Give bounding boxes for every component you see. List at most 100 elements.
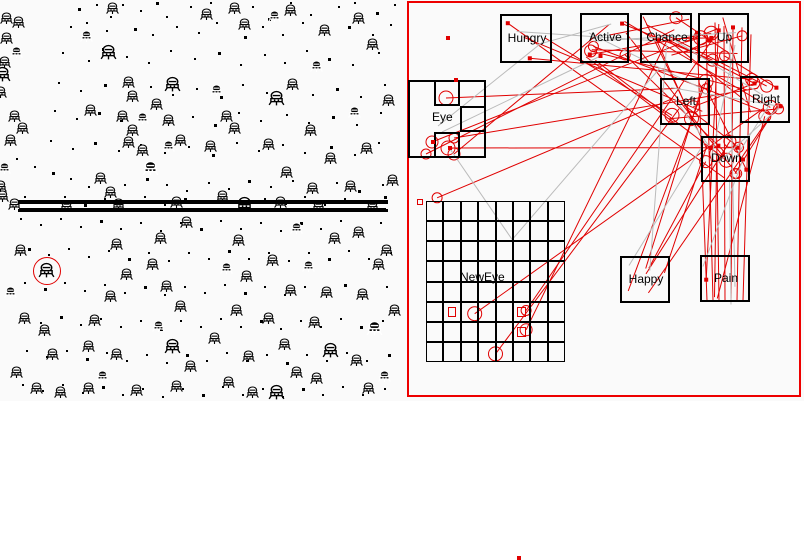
agent-sprite[interactable] [210, 84, 223, 97]
agent-sprite[interactable] [0, 32, 13, 45]
neweye-cell[interactable] [496, 342, 513, 362]
neweye-cell[interactable] [548, 261, 565, 281]
neweye-cell[interactable] [478, 342, 495, 362]
agent-sprite[interactable] [100, 44, 116, 60]
eye-cell-active[interactable] [460, 106, 486, 132]
neweye-cell[interactable] [513, 261, 530, 281]
eye-cell-active[interactable] [434, 80, 460, 106]
agent-sprite[interactable] [54, 386, 67, 399]
agent-sprite[interactable] [110, 238, 123, 251]
neweye-cell[interactable] [513, 201, 530, 221]
neweye-cell[interactable] [548, 342, 565, 362]
agent-sprite[interactable] [122, 136, 135, 149]
neweye-cell-active[interactable] [517, 327, 526, 337]
agent-sprite[interactable] [220, 262, 233, 275]
neweye-cell[interactable] [496, 322, 513, 342]
simulation-panel[interactable] [0, 0, 406, 401]
neweye-cell[interactable] [461, 241, 478, 261]
neweye-cell[interactable] [530, 302, 547, 322]
neweye-cell[interactable] [530, 241, 547, 261]
agent-sprite[interactable] [320, 286, 333, 299]
agent-sprite[interactable] [164, 76, 180, 92]
agent-sprite[interactable] [152, 320, 165, 333]
neweye-cell[interactable] [443, 322, 460, 342]
agent-sprite[interactable] [222, 376, 235, 389]
agent-sprite[interactable] [38, 324, 51, 337]
agent-sprite[interactable] [150, 98, 163, 111]
agent-sprite[interactable] [318, 24, 331, 37]
agent-sprite[interactable] [246, 386, 259, 399]
neweye-cell[interactable] [478, 322, 495, 342]
agent-sprite[interactable] [82, 340, 95, 353]
agent-sprite[interactable] [362, 382, 375, 395]
agent-sprite[interactable] [284, 284, 297, 297]
neweye-cell[interactable] [461, 221, 478, 241]
neweye-cell[interactable] [478, 221, 495, 241]
agent-sprite[interactable] [386, 174, 399, 187]
neweye-cell[interactable] [426, 201, 443, 221]
agent-sprite[interactable] [0, 66, 11, 82]
agent-sprite[interactable] [14, 244, 27, 257]
agent-sprite[interactable] [348, 106, 361, 119]
neweye-cell[interactable] [548, 322, 565, 342]
agent-sprite[interactable] [280, 166, 293, 179]
neweye-cell[interactable] [548, 282, 565, 302]
agent-sprite[interactable] [30, 382, 43, 395]
neweye-cell[interactable] [478, 302, 495, 322]
neweye-cell[interactable] [426, 282, 443, 302]
agent-sprite[interactable] [82, 382, 95, 395]
agent-sprite[interactable] [18, 312, 31, 325]
agent-sprite[interactable] [262, 138, 275, 151]
agent-sprite[interactable] [110, 348, 123, 361]
agent-sprite[interactable] [174, 300, 187, 313]
neweye-cell[interactable] [513, 221, 530, 241]
neweye-cell[interactable] [530, 221, 547, 241]
agent-sprite[interactable] [268, 90, 284, 106]
neweye-cell[interactable] [443, 241, 460, 261]
agent-sprite[interactable] [130, 384, 143, 397]
agent-sprite[interactable] [184, 360, 197, 373]
neweye-cell[interactable] [461, 201, 478, 221]
agent-sprite[interactable] [310, 60, 323, 73]
neweye-cell[interactable] [478, 282, 495, 302]
agent-sprite[interactable] [310, 372, 323, 385]
agent-sprite[interactable] [16, 122, 29, 135]
neweye-cell[interactable] [443, 261, 460, 281]
agent-sprite[interactable] [228, 122, 241, 135]
agent-sprite[interactable] [96, 370, 109, 383]
neweye-cell[interactable] [478, 201, 495, 221]
agent-sprite[interactable] [142, 160, 158, 176]
agent-sprite[interactable] [304, 124, 317, 137]
selected-agent-ring[interactable] [33, 257, 61, 285]
agent-sprite[interactable] [378, 370, 391, 383]
neweye-cell[interactable] [548, 241, 565, 261]
agent-sprite[interactable] [180, 216, 193, 229]
agent-sprite[interactable] [204, 140, 217, 153]
agent-sprite[interactable] [136, 144, 149, 157]
neweye-cell[interactable] [443, 221, 460, 241]
agent-sprite[interactable] [284, 4, 297, 17]
agent-sprite[interactable] [306, 182, 319, 195]
agent-sprite[interactable] [120, 268, 133, 281]
agent-sprite[interactable] [84, 104, 97, 117]
agent-sprite[interactable] [126, 90, 139, 103]
neweye-cell[interactable] [530, 282, 547, 302]
agent-sprite[interactable] [164, 338, 180, 354]
agent-sprite[interactable] [268, 10, 281, 23]
agent-sprite[interactable] [352, 226, 365, 239]
neweye-cell[interactable] [513, 282, 530, 302]
agent-sprite[interactable] [302, 260, 315, 273]
agent-sprite[interactable] [308, 316, 321, 329]
agent-sprite[interactable] [242, 350, 255, 363]
agent-sprite[interactable] [46, 348, 59, 361]
agent-sprite[interactable] [94, 172, 107, 185]
agent-sprite[interactable] [10, 366, 23, 379]
agent-sprite[interactable] [208, 332, 221, 345]
agent-sprite[interactable] [324, 152, 337, 165]
agent-sprite[interactable] [278, 338, 291, 351]
agent-sprite[interactable] [286, 78, 299, 91]
neweye-cell[interactable] [513, 342, 530, 362]
agent-sprite[interactable] [366, 320, 382, 336]
agent-sprite[interactable] [290, 222, 303, 235]
